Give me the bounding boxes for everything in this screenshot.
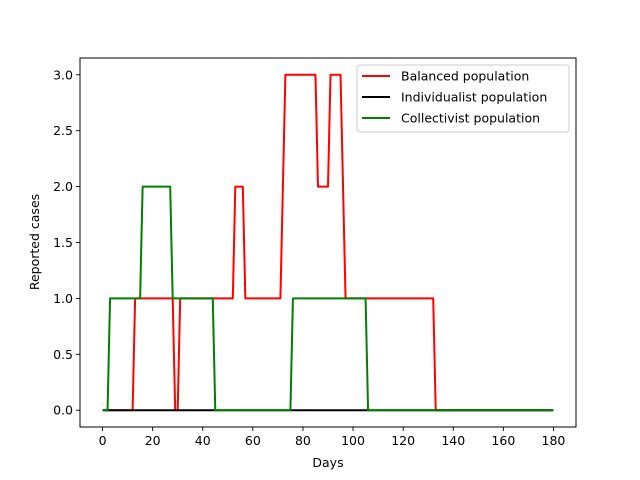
- y-tick-label: 3.0: [53, 67, 73, 82]
- series-line-0: [102, 73, 554, 412]
- x-tick-label: 140: [441, 433, 465, 448]
- x-axis-ticks: 0 20 40 60 80 100 120 140 160 180: [99, 427, 566, 448]
- y-tick-label: 2.0: [53, 179, 73, 194]
- series-layer: [102, 73, 554, 412]
- legend-label: Individualist population: [401, 90, 547, 105]
- legend-label: Balanced population: [401, 69, 529, 84]
- x-axis-label: Days: [312, 455, 343, 470]
- y-tick-label: 0.0: [53, 403, 73, 418]
- x-tick-label: 40: [195, 433, 211, 448]
- x-tick-label: 20: [145, 433, 161, 448]
- x-tick-label: 80: [295, 433, 311, 448]
- y-tick-label: 1.0: [53, 291, 73, 306]
- y-axis-label: Reported cases: [27, 194, 42, 290]
- x-tick-label: 120: [391, 433, 415, 448]
- x-tick-label: 160: [491, 433, 515, 448]
- legend-label: Collectivist population: [401, 111, 540, 126]
- x-tick-label: 180: [542, 433, 566, 448]
- legend-box: [356, 64, 570, 133]
- y-tick-label: 2.5: [53, 123, 73, 138]
- y-tick-label: 0.5: [53, 347, 73, 362]
- x-tick-label: 60: [245, 433, 261, 448]
- y-tick-label: 1.5: [53, 235, 73, 250]
- series-line-2: [102, 185, 554, 412]
- y-axis-ticks: 0.0 0.5 1.0 1.5 2.0 2.5 3.0: [53, 67, 80, 418]
- legend: Balanced population Individualist populat…: [356, 64, 570, 133]
- x-tick-label: 0: [99, 433, 107, 448]
- x-tick-label: 100: [341, 433, 365, 448]
